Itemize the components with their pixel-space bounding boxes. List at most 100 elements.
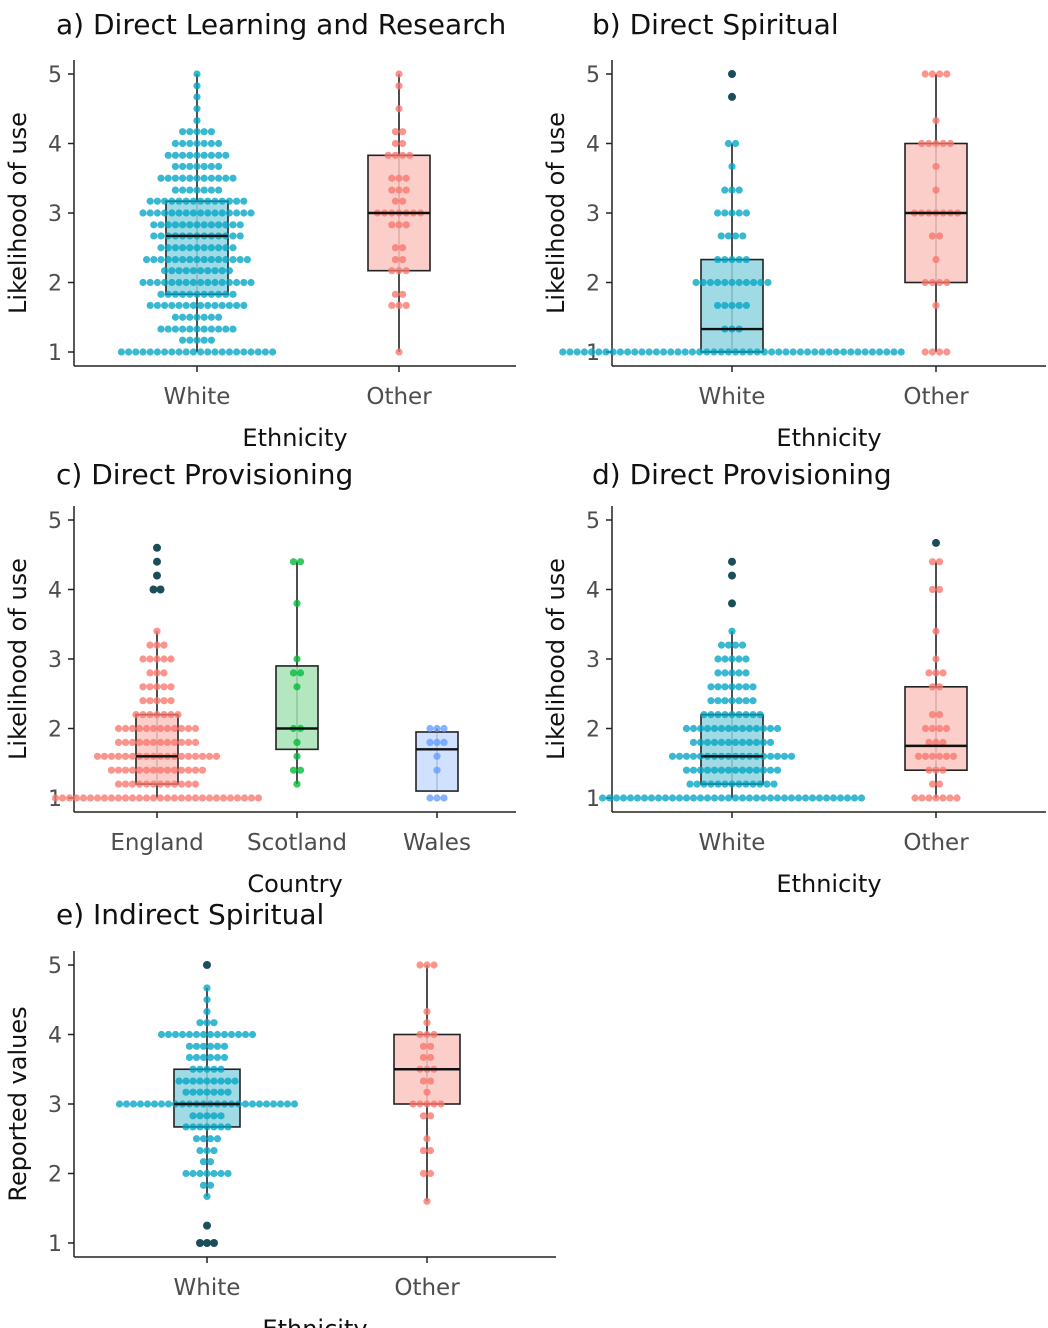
data-point xyxy=(150,255,158,264)
data-point xyxy=(184,780,193,788)
data-point xyxy=(189,1112,197,1120)
data-point xyxy=(240,278,248,287)
data-point xyxy=(222,325,230,333)
data-point xyxy=(735,255,743,264)
data-point xyxy=(171,313,179,321)
data-point xyxy=(161,197,169,205)
data-point xyxy=(233,197,241,205)
data-point xyxy=(182,348,190,356)
x-axis-label: Ethnicity xyxy=(242,424,347,452)
data-point xyxy=(932,655,940,663)
data-point xyxy=(233,278,241,287)
data-point xyxy=(229,244,237,252)
data-point xyxy=(171,221,179,229)
data-point xyxy=(212,794,221,802)
data-point xyxy=(756,780,764,788)
data-point xyxy=(241,1100,250,1108)
x-axis-label: Ethnicity xyxy=(262,1315,367,1328)
data-point xyxy=(391,244,399,252)
data-point xyxy=(215,325,223,333)
data-point xyxy=(640,794,649,802)
outlier-point xyxy=(196,1239,204,1247)
data-point xyxy=(419,1146,428,1155)
data-point xyxy=(276,1100,285,1108)
data-point xyxy=(128,780,137,788)
data-point xyxy=(114,752,123,760)
data-point xyxy=(210,1146,218,1155)
data-point xyxy=(200,336,208,344)
data-point xyxy=(115,1100,124,1108)
group-other: Other xyxy=(393,961,461,1301)
data-point xyxy=(296,669,305,677)
data-point xyxy=(167,655,175,663)
data-point xyxy=(738,641,747,649)
data-point xyxy=(203,1169,211,1178)
data-point xyxy=(179,244,187,252)
data-point xyxy=(171,244,179,252)
data-point xyxy=(193,162,201,171)
data-point xyxy=(721,697,729,705)
data-point xyxy=(612,794,621,802)
x-axis-label: Ethnicity xyxy=(776,424,881,452)
data-point xyxy=(157,1100,166,1108)
data-point xyxy=(222,290,230,298)
data-point xyxy=(218,267,226,275)
data-point xyxy=(203,1146,211,1155)
data-point xyxy=(735,711,743,719)
y-tick-label: 1 xyxy=(48,1232,62,1257)
data-point xyxy=(682,724,691,733)
data-point xyxy=(200,162,208,171)
data-point xyxy=(426,1112,435,1120)
data-point xyxy=(742,278,751,287)
data-point xyxy=(932,301,940,310)
data-point xyxy=(164,255,172,264)
data-point xyxy=(261,348,269,356)
data-point xyxy=(406,151,414,159)
data-point xyxy=(157,1030,166,1039)
data-point xyxy=(248,1100,257,1108)
data-point xyxy=(707,683,715,691)
data-point xyxy=(721,209,729,217)
data-point xyxy=(714,209,722,217)
data-point xyxy=(735,697,743,705)
x-tick-label: White xyxy=(174,1275,241,1301)
data-point xyxy=(233,794,242,802)
data-point xyxy=(153,197,161,205)
data-point xyxy=(224,1077,232,1085)
data-point xyxy=(752,724,761,733)
data-point xyxy=(161,301,169,310)
data-point xyxy=(773,794,782,802)
data-point xyxy=(759,766,768,774)
data-point xyxy=(419,1077,428,1085)
data-point xyxy=(689,794,698,802)
data-point xyxy=(703,348,711,356)
data-point xyxy=(193,93,201,101)
data-point xyxy=(724,641,733,649)
y-tick-label: 2 xyxy=(48,1163,62,1188)
data-point xyxy=(419,1169,428,1178)
data-point xyxy=(247,794,256,802)
data-point xyxy=(717,738,726,747)
data-point xyxy=(843,794,852,802)
data-point xyxy=(943,278,951,287)
data-point xyxy=(149,724,158,733)
data-point xyxy=(430,961,438,969)
data-point xyxy=(114,794,123,802)
data-point xyxy=(215,186,223,194)
data-point xyxy=(186,244,194,252)
data-point xyxy=(135,780,144,788)
data-point xyxy=(953,794,961,802)
data-point xyxy=(721,655,729,663)
data-point xyxy=(171,325,179,333)
data-point xyxy=(196,1019,204,1027)
data-point xyxy=(207,151,215,159)
data-point xyxy=(943,348,951,356)
data-point xyxy=(682,794,691,802)
data-point xyxy=(240,209,248,217)
data-point xyxy=(193,70,201,78)
data-point xyxy=(163,780,172,788)
data-point xyxy=(197,301,205,310)
data-point xyxy=(204,348,212,356)
data-point xyxy=(619,794,628,802)
data-point xyxy=(735,655,743,663)
